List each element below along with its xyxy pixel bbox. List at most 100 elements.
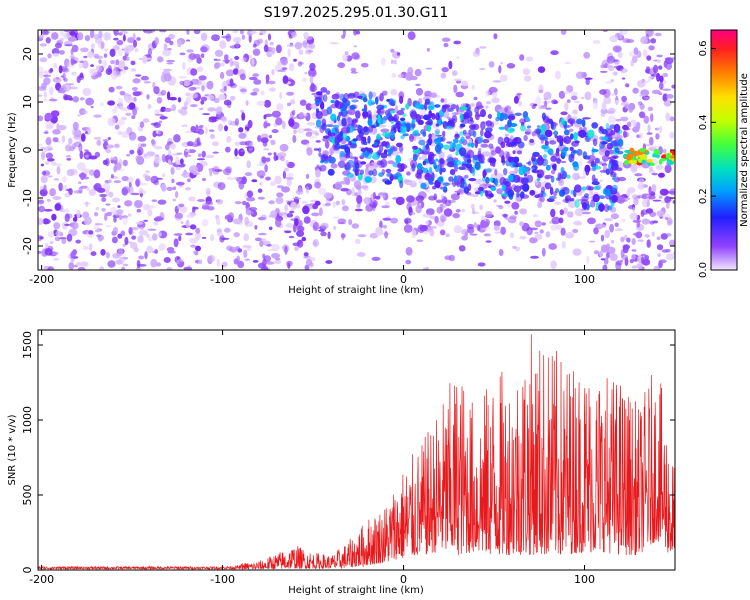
heatmap-cell — [507, 156, 513, 163]
heatmap-cell — [64, 192, 71, 198]
heatmap-cell — [458, 245, 466, 252]
heatmap-cell — [582, 211, 591, 215]
heatmap-cell — [47, 198, 51, 202]
heatmap-cell — [80, 133, 86, 142]
heatmap-cell — [436, 199, 443, 204]
heatmap-cell — [45, 243, 49, 249]
heatmap-cell — [122, 55, 128, 61]
snr-x-axis: -200 -100 0 100 — [29, 330, 595, 586]
heatmap-cell — [435, 158, 439, 162]
heatmap-cell — [405, 103, 410, 110]
heatmap-cell — [195, 245, 201, 252]
heatmap-cell — [485, 176, 490, 184]
heatmap-cell — [192, 206, 199, 210]
heatmap-cell — [189, 104, 198, 108]
heatmap-cell — [288, 235, 295, 239]
heatmap-cell — [233, 258, 239, 265]
heatmap-cell — [62, 221, 68, 230]
heatmap-cell — [316, 108, 319, 114]
heatmap-cell — [129, 241, 138, 250]
heatmap-cell — [563, 129, 570, 136]
heatmap-cell — [643, 115, 650, 124]
heatmap-cell — [605, 168, 611, 175]
heatmap-cell — [111, 236, 118, 244]
heatmap-cell — [296, 239, 304, 248]
heatmap-cell — [584, 193, 589, 199]
heatmap-cell — [544, 129, 553, 138]
heatmap-cell — [659, 125, 663, 134]
heatmap-cell — [190, 126, 196, 133]
heatmap-cell — [479, 46, 487, 49]
heatmap-cell — [480, 109, 486, 118]
heatmap-cell — [71, 71, 77, 76]
heatmap-cell — [536, 156, 545, 166]
heatmap-cell — [648, 45, 655, 51]
heatmap-cell — [452, 138, 459, 144]
heatmap-cell — [377, 108, 381, 115]
heatmap-cell — [175, 191, 179, 198]
heatmap-cell — [348, 219, 353, 226]
spectrogram-y-tick-label: -20 — [21, 237, 34, 255]
heatmap-cell — [127, 213, 132, 217]
heatmap-cell — [506, 63, 516, 69]
heatmap-cell — [493, 33, 498, 40]
heatmap-cell — [517, 141, 525, 149]
heatmap-cell — [385, 168, 392, 173]
heatmap-cell — [355, 30, 361, 35]
heatmap-cell — [147, 208, 153, 217]
heatmap-cell — [185, 149, 191, 152]
heatmap-cell — [541, 247, 546, 257]
heatmap-cell — [626, 121, 632, 128]
heatmap-cell — [219, 235, 225, 243]
heatmap-cell — [305, 186, 310, 194]
heatmap-cell — [482, 139, 490, 144]
heatmap-cell — [577, 191, 583, 196]
heatmap-cell — [178, 185, 185, 188]
heatmap-cell — [117, 205, 121, 208]
heatmap-cell — [299, 99, 307, 106]
spectrogram-y-tick-label: -10 — [21, 189, 34, 207]
heatmap-cell — [122, 263, 129, 267]
heatmap-cell — [126, 176, 134, 183]
heatmap-peak-cell — [650, 162, 655, 167]
heatmap-cell — [101, 197, 107, 203]
heatmap-cell — [440, 121, 448, 125]
heatmap-cell — [669, 131, 675, 139]
heatmap-cell — [656, 54, 663, 58]
heatmap-cell — [645, 144, 651, 147]
heatmap-cell — [387, 160, 395, 165]
heatmap-cell — [658, 65, 663, 70]
heatmap-cell — [285, 159, 289, 166]
heatmap-cell — [198, 153, 202, 158]
heatmap-cell — [112, 197, 121, 203]
heatmap-cell — [384, 231, 388, 239]
heatmap-cell — [264, 113, 273, 118]
heatmap-cell — [659, 188, 669, 196]
heatmap-cell — [44, 112, 53, 121]
heatmap-cell — [603, 257, 609, 265]
heatmap-cell — [268, 134, 273, 139]
heatmap-cell — [124, 200, 133, 207]
heatmap-cell — [62, 176, 67, 183]
heatmap-cell — [293, 129, 297, 135]
heatmap-cell — [381, 141, 388, 147]
heatmap-cell — [281, 120, 286, 130]
heatmap-cell — [82, 110, 88, 115]
heatmap-cell — [259, 175, 264, 179]
heatmap-cell — [326, 124, 334, 128]
heatmap-cell — [183, 79, 191, 87]
heatmap-cell — [237, 260, 245, 269]
heatmap-cell — [611, 195, 618, 203]
heatmap-cell — [61, 135, 66, 143]
heatmap-cell — [461, 115, 470, 124]
heatmap-cell — [600, 108, 608, 115]
heatmap-cell — [434, 144, 442, 153]
heatmap-cell — [138, 229, 148, 236]
heatmap-cell — [335, 100, 340, 106]
heatmap-cell — [96, 234, 102, 238]
heatmap-cell — [511, 202, 520, 210]
heatmap-cell — [519, 208, 527, 215]
heatmap-cell — [40, 151, 46, 161]
heatmap-cell — [519, 54, 525, 61]
heatmap-cell — [590, 200, 596, 208]
